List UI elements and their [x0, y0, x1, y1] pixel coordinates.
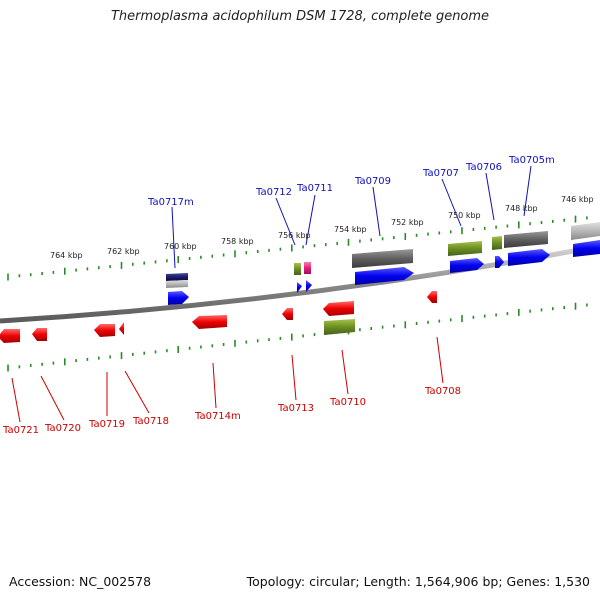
kbp-label: 756 kbp — [278, 231, 311, 240]
accession-text: Accession: NC_002578 — [9, 574, 152, 589]
genome-title: Thermoplasma acidophilum DSM 1728, compl… — [110, 9, 490, 24]
bottom-leader-lines — [11, 336, 444, 423]
cog-block[interactable] — [448, 241, 482, 256]
cds-arrow-forward[interactable] — [297, 282, 302, 293]
cds-arrow-forward[interactable] — [495, 256, 504, 268]
reverse-cds — [0, 291, 437, 343]
kbp-label: 758 kbp — [221, 237, 254, 246]
cds-arrow-forward[interactable] — [168, 291, 189, 305]
cds-arrow-reverse[interactable] — [427, 291, 437, 303]
kbp-label: 764 kbp — [50, 251, 83, 260]
cog-block[interactable] — [504, 231, 548, 248]
cog-block[interactable] — [324, 319, 355, 335]
gene-label[interactable]: Ta0708 — [424, 386, 461, 397]
cds-arrow-forward[interactable] — [450, 258, 484, 273]
gene-label[interactable]: Ta0707 — [422, 168, 459, 179]
cds-arrow-reverse[interactable] — [32, 328, 47, 341]
cog-block[interactable] — [304, 262, 311, 274]
gene-label[interactable]: Ta0720 — [44, 423, 81, 434]
cds-arrow-reverse[interactable] — [282, 308, 293, 320]
gene-label[interactable]: Ta0712 — [255, 187, 292, 198]
cog-block[interactable] — [492, 236, 502, 250]
cds-arrow-reverse[interactable] — [323, 301, 354, 316]
cds-arrow-forward[interactable] — [306, 280, 312, 292]
gene-label[interactable]: Ta0718 — [132, 416, 169, 427]
cog-block[interactable] — [571, 222, 600, 240]
kbp-label: 760 kbp — [164, 242, 197, 251]
gene-label[interactable]: Ta0719 — [88, 419, 125, 430]
forward-cds — [168, 240, 600, 305]
cds-arrow-forward[interactable] — [573, 240, 600, 257]
cds-arrow-reverse[interactable] — [192, 315, 227, 329]
gene-label[interactable]: Ta0705m — [508, 155, 555, 166]
cds-arrow-reverse[interactable] — [119, 322, 124, 335]
forward-gene-labels: Ta0717m Ta0712 Ta0711 Ta0709 Ta0707 Ta07… — [147, 155, 555, 208]
top-leader-lines — [171, 165, 532, 269]
kbp-label: 746 kbp — [561, 195, 594, 204]
gene-label[interactable]: Ta0709 — [354, 176, 391, 187]
kbp-label: 762 kbp — [107, 247, 140, 256]
gene-label[interactable]: Ta0713 — [277, 403, 314, 414]
scale-ticks-top — [7, 215, 588, 281]
cog-block[interactable] — [352, 249, 413, 268]
cog-block[interactable] — [294, 263, 301, 275]
gene-label[interactable]: Ta0706 — [465, 162, 502, 173]
gene-label[interactable]: Ta0717m — [147, 197, 194, 208]
kbp-label: 752 kbp — [391, 218, 424, 227]
cog-block[interactable] — [166, 273, 188, 281]
gene-label[interactable]: Ta0711 — [296, 183, 333, 194]
kbp-label: 750 kbp — [448, 211, 481, 220]
cds-arrow-reverse[interactable] — [94, 324, 115, 337]
cog-block[interactable] — [166, 280, 188, 288]
reverse-gene-labels: Ta0721 Ta0720 Ta0719 Ta0718 Ta0714m Ta07… — [2, 386, 461, 436]
gene-label[interactable]: Ta0714m — [194, 411, 241, 422]
gene-label[interactable]: Ta0721 — [2, 425, 39, 436]
cds-arrow-forward[interactable] — [355, 267, 414, 285]
kbp-label: 754 kbp — [334, 225, 367, 234]
scale-labels: 764 kbp 762 kbp 760 kbp 758 kbp 756 kbp … — [50, 195, 594, 260]
genome-summary-text: Topology: circular; Length: 1,564,906 bp… — [246, 574, 590, 589]
gene-label[interactable]: Ta0710 — [329, 397, 366, 408]
cds-arrow-forward[interactable] — [508, 249, 550, 266]
cds-arrow-reverse[interactable] — [0, 329, 20, 343]
kbp-label: 748 kbp — [505, 204, 538, 213]
forward-cog-blocks — [166, 222, 600, 288]
